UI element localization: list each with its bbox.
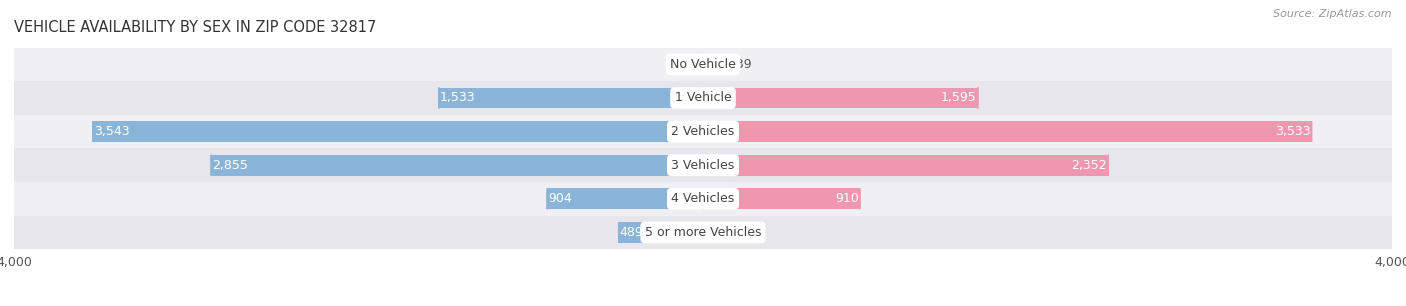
Bar xyxy=(14,115,1392,148)
Text: 1 Vehicle: 1 Vehicle xyxy=(675,91,731,104)
Text: 3,543: 3,543 xyxy=(94,125,129,138)
Bar xyxy=(211,155,703,176)
Text: 4 Vehicles: 4 Vehicles xyxy=(672,192,734,205)
Text: 38: 38 xyxy=(679,58,695,71)
Text: 910: 910 xyxy=(835,192,859,205)
Bar xyxy=(14,216,1392,249)
Bar xyxy=(619,222,703,243)
Text: 5 or more Vehicles: 5 or more Vehicles xyxy=(645,226,761,239)
Bar xyxy=(14,148,1392,182)
Bar xyxy=(547,188,703,209)
Bar xyxy=(14,47,1392,81)
Text: 167: 167 xyxy=(733,226,756,239)
Text: 2 Vehicles: 2 Vehicles xyxy=(672,125,734,138)
Bar xyxy=(439,88,703,108)
Text: 904: 904 xyxy=(548,192,572,205)
Bar xyxy=(703,188,859,209)
Bar xyxy=(703,88,977,108)
Bar xyxy=(703,222,731,243)
Text: 2,352: 2,352 xyxy=(1071,159,1107,172)
Text: 489: 489 xyxy=(620,226,644,239)
Bar xyxy=(696,54,703,75)
Bar xyxy=(93,121,703,142)
Text: Source: ZipAtlas.com: Source: ZipAtlas.com xyxy=(1274,9,1392,19)
Text: 1,533: 1,533 xyxy=(440,91,475,104)
Text: 2,855: 2,855 xyxy=(212,159,247,172)
Bar xyxy=(14,81,1392,115)
Text: 3 Vehicles: 3 Vehicles xyxy=(672,159,734,172)
Text: No Vehicle: No Vehicle xyxy=(671,58,735,71)
Text: VEHICLE AVAILABILITY BY SEX IN ZIP CODE 32817: VEHICLE AVAILABILITY BY SEX IN ZIP CODE … xyxy=(14,20,377,35)
Bar xyxy=(703,121,1312,142)
Bar xyxy=(14,182,1392,216)
Text: 139: 139 xyxy=(728,58,752,71)
Bar xyxy=(703,54,727,75)
Text: 3,533: 3,533 xyxy=(1275,125,1310,138)
Text: 1,595: 1,595 xyxy=(941,91,977,104)
Bar xyxy=(703,155,1108,176)
